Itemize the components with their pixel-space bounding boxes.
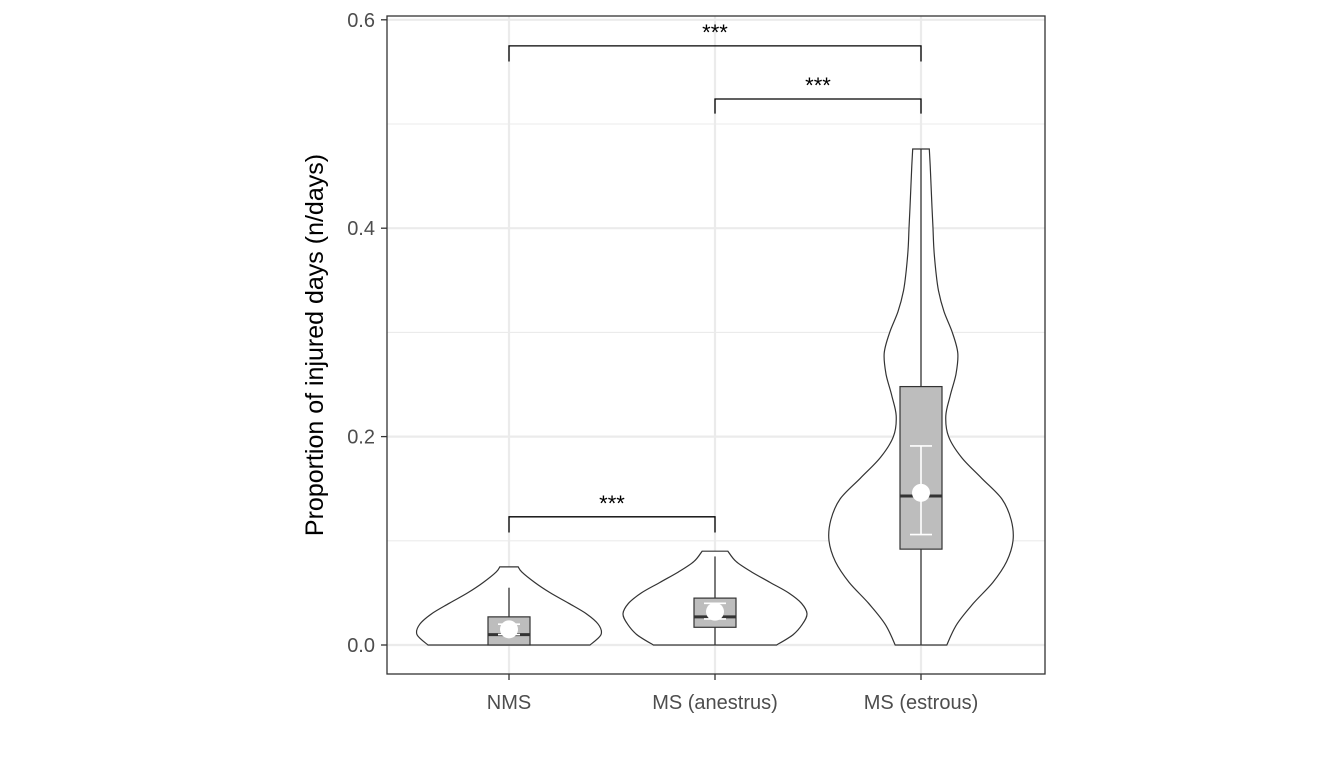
x-tick-label: MS (estrous) — [864, 692, 978, 714]
boxplots — [487, 149, 943, 646]
y-axis-title: Proportion of injured days (n/days) — [301, 154, 329, 536]
significance-bracket-2 — [714, 98, 922, 114]
x-tick-label: MS (anestrus) — [652, 692, 778, 714]
y-tick-label: 0.4 — [347, 218, 375, 240]
y-tick-label: 0.0 — [347, 635, 375, 657]
significance-bracket-3 — [508, 45, 922, 62]
x-axis: NMS MS (anestrus) MS (estrous) — [487, 674, 978, 714]
significance-brackets: *** *** *** — [508, 20, 922, 533]
significance-bracket-1 — [508, 516, 716, 533]
mean-point-3 — [912, 483, 930, 502]
significance-label-3: *** — [702, 20, 728, 45]
mean-point-2 — [706, 602, 724, 621]
significance-label-2: *** — [805, 73, 831, 98]
panel-border — [386, 15, 1046, 675]
y-tick-label: 0.6 — [347, 10, 375, 32]
significance-label-1: *** — [599, 491, 625, 516]
y-tick-label: 0.2 — [347, 427, 375, 449]
mean-points — [498, 445, 932, 639]
y-axis: 0.0 0.2 0.4 0.6 — [347, 10, 387, 657]
x-tick-label: NMS — [487, 692, 531, 714]
mean-point-1 — [500, 620, 518, 639]
